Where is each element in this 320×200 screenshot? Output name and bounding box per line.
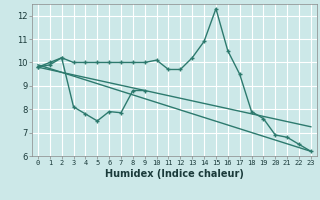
X-axis label: Humidex (Indice chaleur): Humidex (Indice chaleur) (105, 169, 244, 179)
